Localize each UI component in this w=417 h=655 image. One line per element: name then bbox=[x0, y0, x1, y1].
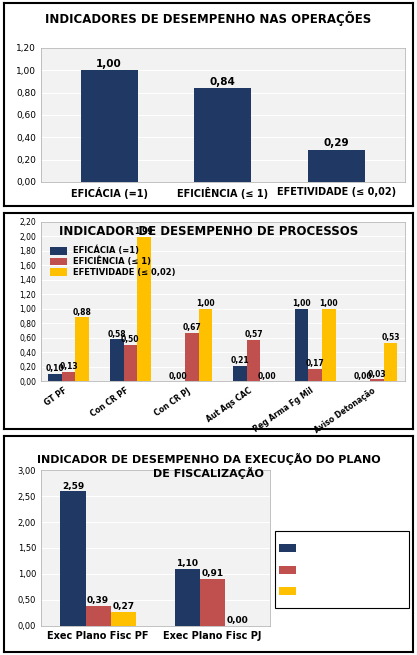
Text: 0,50: 0,50 bbox=[121, 335, 140, 345]
Bar bbox=[322, 309, 336, 381]
Text: 0,13: 0,13 bbox=[59, 362, 78, 371]
Text: 0,29: 0,29 bbox=[324, 138, 349, 149]
Text: 0,58: 0,58 bbox=[108, 329, 126, 339]
Text: 0,27: 0,27 bbox=[112, 602, 134, 611]
Bar bbox=[123, 345, 137, 381]
Text: 0,84: 0,84 bbox=[210, 77, 236, 87]
Text: 0,00: 0,00 bbox=[169, 372, 188, 381]
Text: 0,91: 0,91 bbox=[201, 569, 224, 578]
Text: INDICADORES DE DESEMPENHO NAS OPERAÇÕES: INDICADORES DE DESEMPENHO NAS OPERAÇÕES bbox=[45, 10, 372, 26]
Text: 0,10: 0,10 bbox=[46, 364, 65, 373]
Text: 0,39: 0,39 bbox=[87, 596, 109, 605]
Bar bbox=[185, 333, 199, 381]
Bar bbox=[60, 491, 85, 626]
Text: EFICÁCIA (=1): EFICÁCIA (=1) bbox=[302, 543, 368, 553]
Bar bbox=[48, 374, 62, 381]
Bar bbox=[247, 340, 260, 381]
Text: 0,00: 0,00 bbox=[354, 372, 373, 381]
Text: 0,00: 0,00 bbox=[258, 372, 276, 381]
Text: INDICADOR DE DESEMPENHO DE PROCESSOS: INDICADOR DE DESEMPENHO DE PROCESSOS bbox=[59, 225, 358, 238]
Bar bbox=[308, 149, 365, 182]
Bar bbox=[309, 369, 322, 381]
Text: 1,00: 1,00 bbox=[319, 299, 338, 308]
Text: EFICÁCIA (=1): EFICÁCIA (=1) bbox=[73, 246, 139, 255]
Bar bbox=[200, 578, 225, 626]
Bar bbox=[295, 309, 309, 381]
Text: 0,00: 0,00 bbox=[227, 616, 249, 626]
Text: INDICADOR DE DESEMPENHO DA EXECUÇÃO DO PLANO
DE FISCALIZAÇÃO: INDICADOR DE DESEMPENHO DA EXECUÇÃO DO P… bbox=[37, 453, 380, 479]
Bar bbox=[81, 70, 138, 182]
Bar bbox=[62, 372, 75, 381]
Text: 0,57: 0,57 bbox=[244, 330, 263, 339]
Text: 0,88: 0,88 bbox=[73, 308, 92, 317]
Bar bbox=[137, 237, 151, 381]
Bar bbox=[75, 318, 89, 381]
Text: 0,17: 0,17 bbox=[306, 360, 325, 368]
Bar bbox=[384, 343, 397, 381]
Text: EFETIVIDADE (≤ 0,02): EFETIVIDADE (≤ 0,02) bbox=[73, 268, 176, 277]
Text: EFICIÊNCIA (≤ 1): EFICIÊNCIA (≤ 1) bbox=[302, 565, 380, 574]
Text: 1,00: 1,00 bbox=[196, 299, 215, 308]
Text: EFICIÊNCIA (≤ 1): EFICIÊNCIA (≤ 1) bbox=[73, 257, 151, 267]
Text: 1,00: 1,00 bbox=[96, 59, 122, 69]
Bar bbox=[85, 606, 111, 626]
Text: 1,00: 1,00 bbox=[292, 299, 311, 308]
Text: 0,03: 0,03 bbox=[368, 369, 386, 379]
Bar bbox=[370, 379, 384, 381]
Bar bbox=[233, 366, 247, 381]
Bar bbox=[110, 339, 123, 381]
Text: 0,21: 0,21 bbox=[231, 356, 249, 365]
Text: 1,99: 1,99 bbox=[135, 227, 153, 236]
Bar bbox=[199, 309, 212, 381]
Bar bbox=[194, 88, 251, 182]
Text: 0,67: 0,67 bbox=[183, 323, 201, 332]
Text: 2,59: 2,59 bbox=[62, 482, 84, 491]
Text: 0,53: 0,53 bbox=[381, 333, 400, 342]
Text: 1,10: 1,10 bbox=[176, 559, 198, 568]
Text: EFETIVIDADE (≤ 0,02): EFETIVIDADE (≤ 0,02) bbox=[302, 587, 405, 595]
Bar bbox=[175, 569, 200, 626]
Bar bbox=[111, 612, 136, 626]
